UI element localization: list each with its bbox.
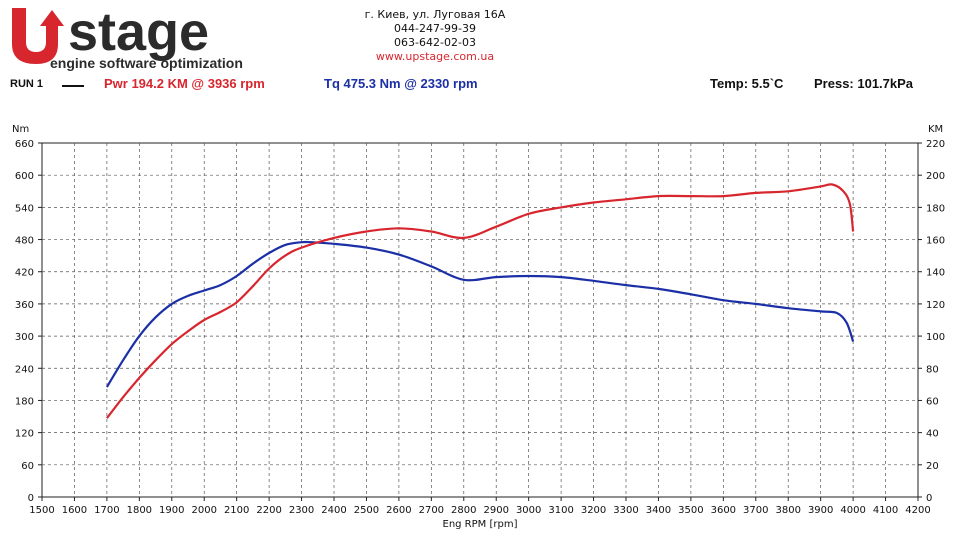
logo-tagline: engine software optimization: [50, 55, 243, 71]
y-right-tick-label: 100: [926, 332, 945, 343]
x-tick-label: 2000: [191, 505, 216, 516]
x-tick-label: 1800: [127, 505, 152, 516]
x-axis-label: Eng RPM [rpm]: [443, 519, 518, 530]
chart-grid: [41, 142, 919, 498]
x-tick-label: 3500: [678, 505, 703, 516]
y-right-tick-label: 120: [926, 300, 945, 311]
x-tick-label: 4200: [905, 505, 930, 516]
series-line-tq: [105, 240, 855, 388]
x-tick-label: 2700: [419, 505, 444, 516]
series-line-pwr: [106, 183, 855, 419]
phone-1: 044-247-99-39: [394, 22, 476, 35]
y-right-tick-label: 60: [926, 396, 939, 407]
y-right-tick-label: 80: [926, 364, 939, 375]
y-left-tick-label: 180: [15, 396, 34, 407]
y-left-tick-label: 360: [15, 300, 34, 311]
y-left-tick-label: 60: [21, 461, 34, 472]
y-left-tick-label: 0: [28, 493, 34, 504]
x-tick-label: 1600: [62, 505, 87, 516]
y-left-tick-label: 420: [15, 268, 34, 279]
x-tick-label: 3400: [646, 505, 671, 516]
x-tick-label: 2200: [256, 505, 281, 516]
x-tick-label: 2400: [321, 505, 346, 516]
y-left-tick-label: 540: [15, 203, 34, 214]
x-tick-label: 3000: [516, 505, 541, 516]
x-tick-label: 3600: [711, 505, 736, 516]
x-tick-label: 2100: [224, 505, 249, 516]
x-tick-label: 3800: [775, 505, 800, 516]
upstage-logo: stage engine software optimization: [12, 4, 243, 71]
x-tick-label: 4100: [873, 505, 898, 516]
y-left-tick-label: 480: [15, 236, 34, 247]
y-axis-left-label: Nm: [12, 124, 29, 135]
run-label: RUN 1: [10, 78, 44, 90]
y-right-tick-label: 200: [926, 171, 945, 182]
y-axis-right-label: KM: [928, 124, 943, 135]
y-right-tick-label: 160: [926, 236, 945, 247]
pressure-readout: Press: 101.7kPa: [814, 76, 914, 91]
temperature-readout: Temp: 5.5`C: [710, 76, 784, 91]
x-tick-label: 3300: [613, 505, 638, 516]
phone-2: 063-642-02-03: [394, 36, 476, 49]
run-line-swatch: [62, 85, 84, 87]
x-tick-label: 2800: [451, 505, 476, 516]
x-axis-ticks: 1500 1600 1700 1800 1900 2000 2100 2200 2300 2400…: [29, 497, 931, 516]
y-axis-right-ticks: 0 20 40 60 80 100 120 140 160 180 200 220: [918, 139, 945, 504]
y-right-tick-label: 180: [926, 203, 945, 214]
x-tick-label: 2900: [483, 505, 508, 516]
x-tick-label: 2500: [354, 505, 379, 516]
y-left-tick-label: 660: [15, 139, 34, 150]
address: г. Киев, ул. Луговая 16А: [364, 8, 506, 21]
x-tick-label: 3100: [548, 505, 573, 516]
power-summary: Pwr 194.2 KM @ 3936 rpm: [104, 76, 265, 91]
y-right-tick-label: 40: [926, 429, 939, 440]
x-tick-label: 3900: [808, 505, 833, 516]
logo-wordmark: stage: [68, 4, 209, 62]
dyno-chart: 1500 1600 1700 1800 1900 2000 2100 2200 2300 2400…: [12, 124, 945, 530]
website-link[interactable]: www.upstage.com.ua: [375, 50, 495, 63]
y-right-tick-label: 140: [926, 268, 945, 279]
torque-summary: Tq 475.3 Nm @ 2330 rpm: [324, 76, 478, 91]
y-right-tick-label: 220: [926, 139, 945, 150]
y-left-tick-label: 240: [15, 364, 34, 375]
x-tick-label: 1700: [94, 505, 119, 516]
x-tick-label: 2300: [289, 505, 314, 516]
x-tick-label: 1900: [159, 505, 184, 516]
contact-block: г. Киев, ул. Луговая 16А 044-247-99-39 0…: [330, 8, 540, 64]
x-tick-label: 3200: [581, 505, 606, 516]
y-axis-left-ticks: 0 60 120 180 240 300 360 420 480 540 600 660: [15, 139, 42, 504]
y-left-tick-label: 120: [15, 429, 34, 440]
x-tick-label: 3700: [743, 505, 768, 516]
y-left-tick-label: 600: [15, 171, 34, 182]
y-left-tick-label: 300: [15, 332, 34, 343]
y-right-tick-label: 20: [926, 461, 939, 472]
y-right-tick-label: 0: [926, 493, 932, 504]
x-tick-label: 1500: [29, 505, 54, 516]
x-tick-label: 2600: [386, 505, 411, 516]
chart-series: [105, 183, 855, 419]
logo-u-mark: [12, 8, 64, 64]
plot-frame: [41, 142, 919, 498]
x-tick-label: 4000: [840, 505, 865, 516]
